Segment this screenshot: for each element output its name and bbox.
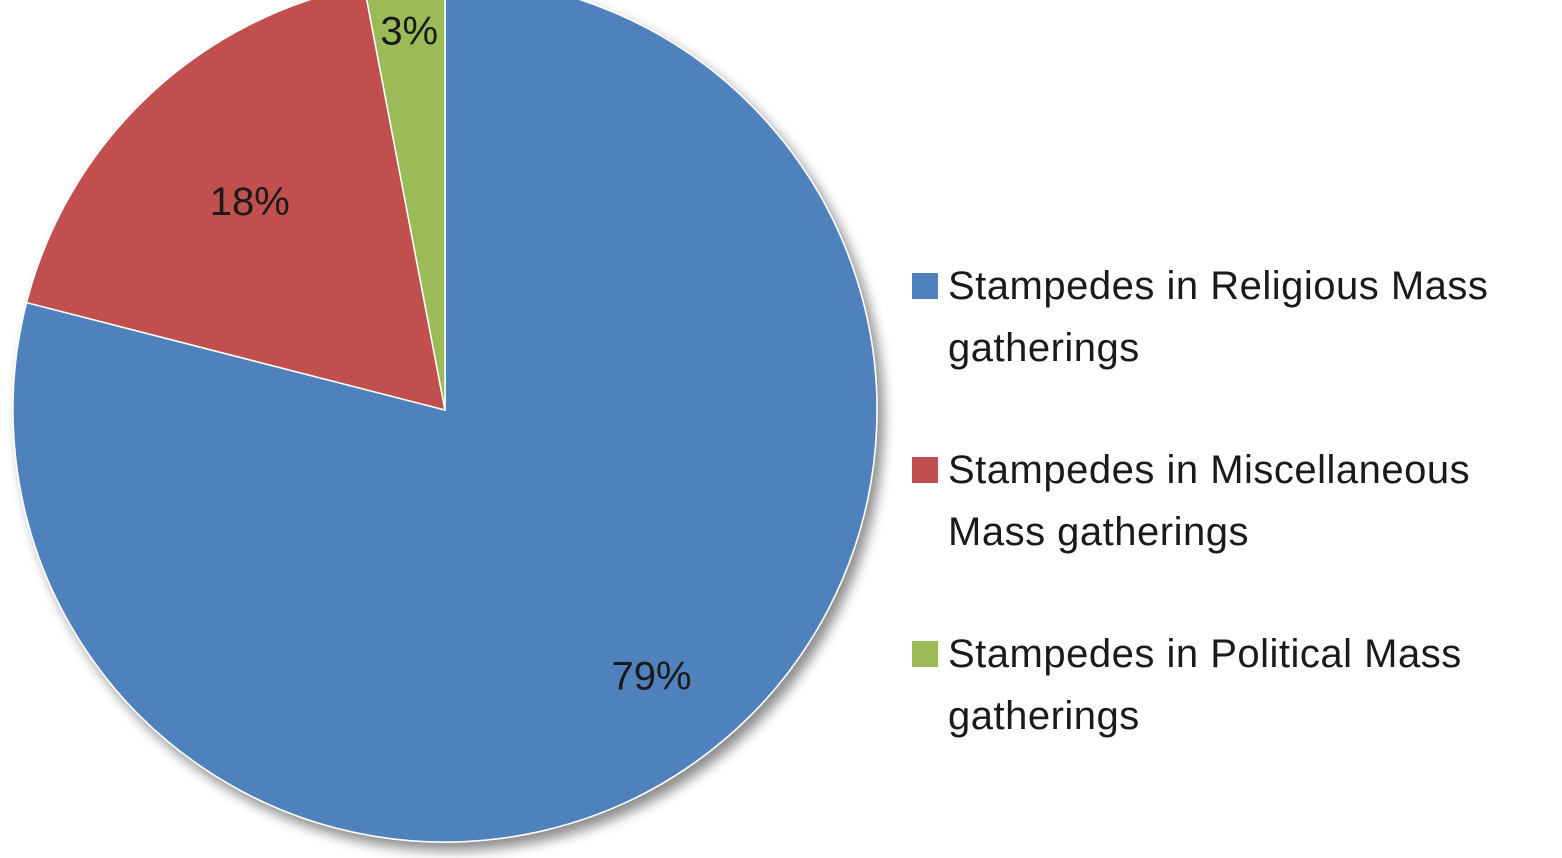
slice-label-religious: 79% bbox=[611, 654, 691, 698]
legend-label-political: Stampedes in Political Mass gatherings bbox=[948, 632, 1462, 738]
pie-slice-miscellaneous bbox=[25, 0, 446, 412]
pie-slice-political bbox=[366, 0, 446, 411]
pie-slice-religious bbox=[12, 0, 878, 843]
slice-label-miscellaneous: 18% bbox=[210, 180, 290, 224]
legend-item-political: Stampedes in Political Mass gatherings bbox=[912, 623, 1552, 747]
legend-label-religious: Stampedes in Religious Mass gatherings bbox=[948, 264, 1489, 370]
legend-item-miscellaneous: Stampedes in Miscellaneous Mass gatherin… bbox=[912, 439, 1552, 563]
legend-swatch-miscellaneous bbox=[912, 457, 938, 483]
slice-labels: 79% 18% 3% bbox=[210, 10, 692, 699]
legend: Stampedes in Religious Mass gatherings S… bbox=[912, 255, 1552, 807]
legend-swatch-political bbox=[912, 641, 938, 667]
slice-label-political: 3% bbox=[380, 10, 438, 54]
pie-slices bbox=[12, 0, 878, 843]
legend-item-religious: Stampedes in Religious Mass gatherings bbox=[912, 255, 1552, 379]
legend-label-miscellaneous: Stampedes in Miscellaneous Mass gatherin… bbox=[948, 448, 1471, 554]
legend-swatch-religious bbox=[912, 273, 938, 299]
